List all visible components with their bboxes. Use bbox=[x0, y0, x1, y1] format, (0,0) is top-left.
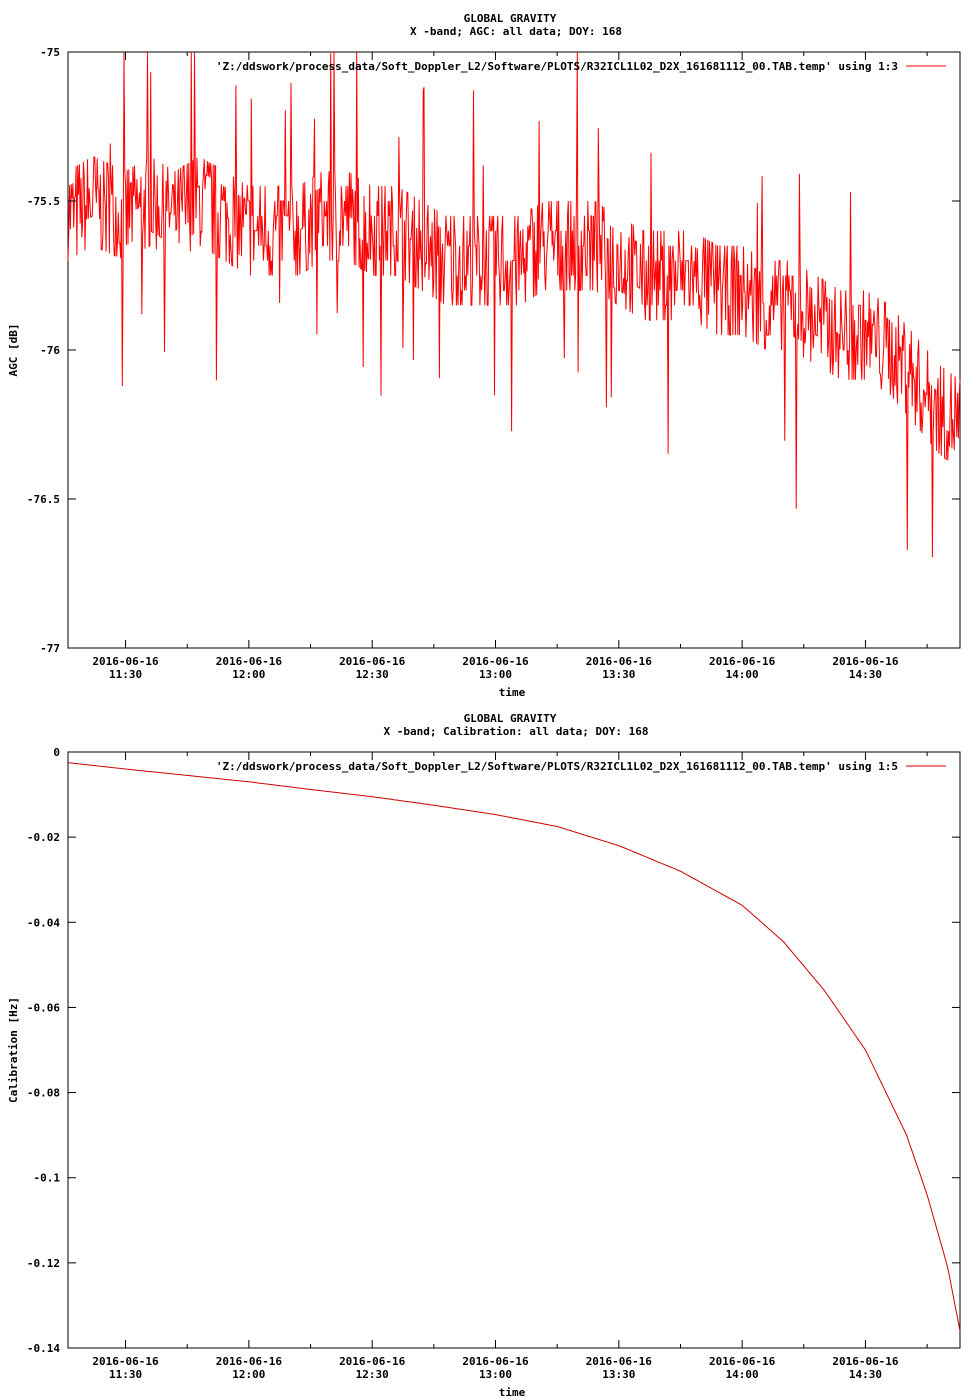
chart-cal-ylabel: Calibration [Hz] bbox=[7, 997, 20, 1103]
agc-xtick-time: 13:30 bbox=[602, 668, 635, 681]
agc-xtick-time: 13:00 bbox=[479, 668, 512, 681]
chart-agc-subtitle: X -band; AGC: all data; DOY: 168 bbox=[410, 25, 622, 38]
chart-agc-title: GLOBAL GRAVITY bbox=[464, 12, 557, 25]
agc-xtick-date: 2016-06-16 bbox=[92, 655, 159, 668]
agc-xtick-date: 2016-06-16 bbox=[462, 655, 529, 668]
cal-xtick-date: 2016-06-16 bbox=[339, 1355, 406, 1368]
cal-xtick-time: 13:00 bbox=[479, 1368, 512, 1381]
cal-ytick-label: -0.12 bbox=[27, 1257, 60, 1270]
chart-cal-series-path bbox=[67, 762, 961, 1332]
agc-ytick-label: -76 bbox=[40, 344, 60, 357]
cal-ytick-label: 0 bbox=[53, 746, 60, 759]
chart-agc-xlabel: time bbox=[499, 686, 526, 699]
chart-cal-legend-label: 'Z:/ddswork/process_data/Soft_Doppler_L2… bbox=[216, 760, 898, 773]
agc-xtick-date: 2016-06-16 bbox=[339, 655, 406, 668]
cal-ytick-label: -0.1 bbox=[34, 1172, 61, 1185]
chart-calibration: GLOBAL GRAVITY X -band; Calibration: all… bbox=[7, 712, 961, 1399]
cal-xtick-date: 2016-06-16 bbox=[832, 1355, 899, 1368]
cal-xtick-date: 2016-06-16 bbox=[462, 1355, 529, 1368]
chart-agc: GLOBAL GRAVITY X -band; AGC: all data; D… bbox=[7, 12, 961, 699]
agc-xtick-time: 12:30 bbox=[356, 668, 389, 681]
cal-ytick-label: -0.02 bbox=[27, 831, 60, 844]
agc-xtick-date: 2016-06-16 bbox=[709, 655, 776, 668]
cal-xtick-date: 2016-06-16 bbox=[709, 1355, 776, 1368]
agc-ytick-label: -75.5 bbox=[27, 195, 60, 208]
agc-ytick-label: -77 bbox=[40, 642, 60, 655]
chart-agc-series-line bbox=[67, 51, 961, 558]
chart-agc-ylabel: AGC [dB] bbox=[7, 324, 20, 377]
chart-cal-xlabel: time bbox=[499, 1386, 526, 1399]
chart-cal-legend: 'Z:/ddswork/process_data/Soft_Doppler_L2… bbox=[216, 760, 946, 773]
agc-xtick-time: 14:30 bbox=[849, 668, 882, 681]
chart-agc-legend: 'Z:/ddswork/process_data/Soft_Doppler_L2… bbox=[216, 60, 946, 73]
agc-ytick-label: -75 bbox=[40, 46, 60, 59]
cal-xtick-time: 12:00 bbox=[232, 1368, 265, 1381]
chart-cal-plot-frame bbox=[67, 751, 961, 1349]
chart-cal-title: GLOBAL GRAVITY bbox=[464, 712, 557, 725]
agc-xtick-time: 11:30 bbox=[109, 668, 142, 681]
agc-xtick-date: 2016-06-16 bbox=[216, 655, 283, 668]
cal-ytick-label: -0.08 bbox=[27, 1087, 60, 1100]
cal-ytick-label: -0.04 bbox=[27, 916, 60, 929]
agc-xtick-date: 2016-06-16 bbox=[832, 655, 899, 668]
agc-xtick-time: 14:00 bbox=[726, 668, 759, 681]
cal-xtick-time: 13:30 bbox=[602, 1368, 635, 1381]
agc-xtick-time: 12:00 bbox=[232, 668, 265, 681]
cal-ytick-label: -0.06 bbox=[27, 1001, 60, 1014]
agc-xtick-date: 2016-06-16 bbox=[586, 655, 653, 668]
chart-agc-legend-label: 'Z:/ddswork/process_data/Soft_Doppler_L2… bbox=[216, 60, 898, 73]
chart-cal-subtitle: X -band; Calibration: all data; DOY: 168 bbox=[384, 725, 649, 738]
agc-ytick-label: -76.5 bbox=[27, 493, 60, 506]
cal-xtick-time: 12:30 bbox=[356, 1368, 389, 1381]
cal-xtick-date: 2016-06-16 bbox=[92, 1355, 159, 1368]
chart-cal-series-line bbox=[67, 762, 961, 1332]
cal-xtick-time: 14:00 bbox=[726, 1368, 759, 1381]
cal-xtick-date: 2016-06-16 bbox=[586, 1355, 653, 1368]
cal-xtick-time: 11:30 bbox=[109, 1368, 142, 1381]
cal-xtick-time: 14:30 bbox=[849, 1368, 882, 1381]
chart-agc-plot-frame bbox=[67, 51, 961, 649]
cal-xtick-date: 2016-06-16 bbox=[216, 1355, 283, 1368]
chart-agc-series-path bbox=[67, 51, 961, 558]
cal-ytick-label: -0.14 bbox=[27, 1342, 60, 1355]
